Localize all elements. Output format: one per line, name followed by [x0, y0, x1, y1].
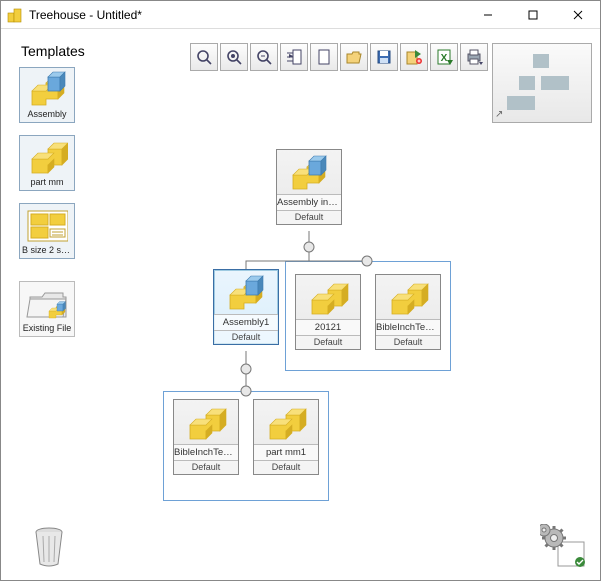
window-controls: [465, 1, 600, 29]
template-part-mm[interactable]: part mm: [19, 135, 75, 191]
display-button[interactable]: [280, 43, 308, 71]
minimize-button[interactable]: [465, 1, 510, 29]
close-button[interactable]: [555, 1, 600, 29]
template-label: part mm: [20, 177, 74, 187]
excel-button[interactable]: X: [430, 43, 458, 71]
node-config: Default: [214, 330, 278, 344]
tree-canvas[interactable]: Assembly inch1 Default Assembly1 Default…: [101, 129, 592, 572]
node-name: part mm1: [254, 444, 318, 460]
node-name: BibleInchTempla...: [376, 319, 440, 335]
zoom-fit-button[interactable]: [190, 43, 218, 71]
template-label: Existing File: [20, 323, 74, 333]
drawing-icon: [26, 207, 68, 245]
part-icon: [305, 279, 351, 319]
minimap-collapse-icon[interactable]: ↗: [495, 109, 503, 120]
connectors: [101, 129, 592, 572]
zoom-button[interactable]: [220, 43, 248, 71]
open-button[interactable]: [340, 43, 368, 71]
node-bibleinch-1[interactable]: BibleInchTempla... Default: [375, 274, 441, 350]
folder-icon: [26, 285, 68, 323]
minimap-content: [493, 44, 591, 122]
templates-heading: Templates: [21, 43, 85, 59]
app-window: Treehouse - Untitled* Templates Assembly: [0, 0, 601, 581]
node-config: Default: [296, 335, 360, 349]
template-existing-file[interactable]: Existing File: [19, 281, 75, 337]
svg-text:X: X: [441, 53, 448, 64]
settings-button[interactable]: [540, 524, 586, 568]
new-button[interactable]: [310, 43, 338, 71]
template-assembly[interactable]: Assembly: [19, 67, 75, 123]
node-name: Assembly1: [214, 314, 278, 330]
node-root-assembly[interactable]: Assembly inch1 Default: [276, 149, 342, 225]
node-name: 20121: [296, 319, 360, 335]
template-label: Assembly: [20, 109, 74, 119]
app-body: Templates Assembly part mm: [1, 29, 600, 580]
node-20121[interactable]: 20121 Default: [295, 274, 361, 350]
maximize-button[interactable]: [510, 1, 555, 29]
toolbar: X: [190, 43, 488, 71]
node-config: Default: [174, 460, 238, 474]
print-button[interactable]: [460, 43, 488, 71]
node-config: Default: [254, 460, 318, 474]
node-name: Assembly inch1: [277, 194, 341, 210]
part-icon: [26, 139, 68, 177]
templates-sidebar: Assembly part mm B size 2 sh...: [19, 67, 79, 349]
part-icon: [183, 404, 229, 444]
minimap-panel[interactable]: ↗: [492, 43, 592, 123]
trash-drop-target[interactable]: [29, 524, 69, 568]
node-assembly1[interactable]: Assembly1 Default: [213, 269, 279, 345]
node-config: Default: [277, 210, 341, 224]
part-icon: [385, 279, 431, 319]
template-label: B size 2 sh...: [20, 245, 74, 255]
node-part-mm1[interactable]: part mm1 Default: [253, 399, 319, 475]
node-name: BibleInchTempla...: [174, 444, 238, 460]
window-title: Treehouse - Untitled*: [29, 8, 465, 22]
trash-icon: [29, 524, 69, 568]
app-icon: [7, 7, 23, 23]
node-bibleinch-2[interactable]: BibleInchTempla... Default: [173, 399, 239, 475]
assembly-icon: [223, 274, 269, 314]
export-button[interactable]: [400, 43, 428, 71]
titlebar: Treehouse - Untitled*: [1, 1, 600, 29]
assembly-icon: [26, 71, 68, 109]
gear-icon: [540, 524, 586, 568]
node-config: Default: [376, 335, 440, 349]
save-button[interactable]: [370, 43, 398, 71]
zoom-area-button[interactable]: [250, 43, 278, 71]
assembly-icon: [286, 154, 332, 194]
template-drawing[interactable]: B size 2 sh...: [19, 203, 75, 259]
part-icon: [263, 404, 309, 444]
